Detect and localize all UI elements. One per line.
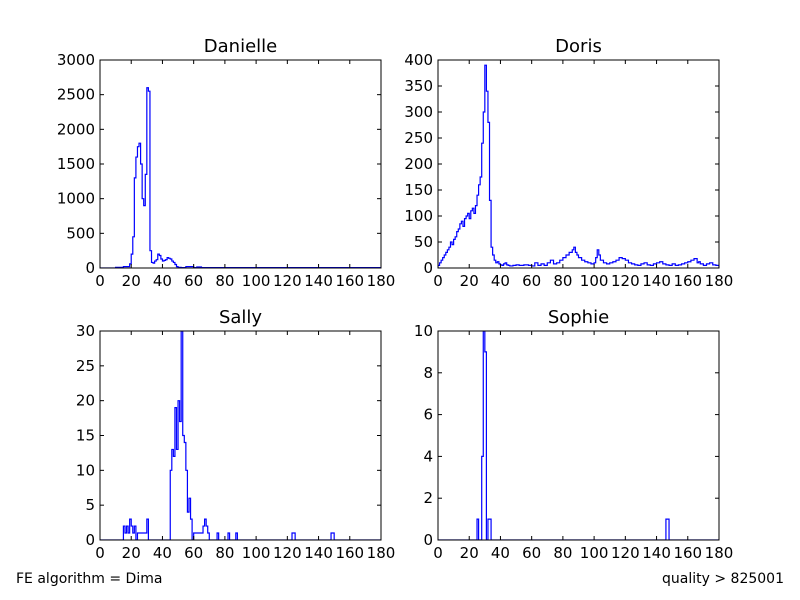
y-tick-label: 200 (404, 155, 433, 173)
panel-title: Danielle (204, 36, 277, 57)
y-tick-label: 15 (76, 427, 95, 445)
x-tick-label: 60 (184, 544, 203, 562)
y-tick-label: 30 (76, 322, 95, 340)
x-tick-label: 0 (433, 272, 443, 290)
x-tick-label: 100 (580, 544, 609, 562)
x-tick-label: 120 (273, 544, 302, 562)
x-tick-label: 180 (705, 544, 734, 562)
x-tick-label: 120 (611, 544, 640, 562)
x-tick-label: 80 (215, 272, 234, 290)
histogram-line (100, 331, 381, 540)
y-tick-label: 150 (404, 181, 433, 199)
y-tick-label: 0 (85, 531, 95, 549)
panel-sophie: 0 20 40 60 80 100 120 140 160 180 0 2 4 6 8 10 Sophie (414, 307, 733, 562)
x-tick-label: 40 (491, 544, 510, 562)
y-tick-label: 0 (85, 259, 95, 277)
x-tick-label: 60 (184, 272, 203, 290)
y-tick-label: 100 (404, 207, 433, 225)
y-tick-label: 5 (85, 496, 95, 514)
x-tick-label: 160 (673, 544, 702, 562)
y-tick-label: 3000 (57, 51, 95, 69)
y-tick-label: 0 (423, 259, 433, 277)
y-tick-label: 2500 (57, 86, 95, 104)
panel-title: Sophie (548, 307, 609, 328)
axes-frame (437, 330, 720, 541)
y-tick-label: 8 (423, 364, 433, 382)
panel-title: Sally (219, 307, 262, 328)
x-tick-label: 140 (642, 272, 671, 290)
y-tick-label: 1500 (57, 155, 95, 173)
y-tick-label: 0 (423, 531, 433, 549)
x-tick-label: 100 (242, 272, 271, 290)
quality-caption: quality > 825001 (662, 571, 784, 587)
x-tick-label: 160 (673, 272, 702, 290)
y-tick-label: 25 (76, 357, 95, 375)
x-tick-label: 20 (122, 272, 141, 290)
x-tick-label: 80 (553, 272, 572, 290)
x-tick-label: 140 (304, 544, 333, 562)
algorithm-caption: FE algorithm = Dima (16, 571, 163, 587)
x-tick-label: 160 (335, 272, 364, 290)
y-tick-label: 400 (404, 51, 433, 69)
x-tick-label: 180 (705, 272, 734, 290)
panel-sally: 0 20 40 60 80 100 120 140 160 180 0 5 10 15 20 25 30 Sall… (76, 307, 395, 562)
histogram-line (438, 331, 719, 540)
y-tick-label: 1000 (57, 190, 95, 208)
x-tick-label: 0 (433, 544, 443, 562)
x-tick-label: 60 (522, 544, 541, 562)
y-tick-label: 2000 (57, 120, 95, 138)
x-tick-label: 0 (95, 272, 105, 290)
panel-doris: 0 20 40 60 80 100 120 140 160 1800501001502002503… (404, 36, 733, 290)
x-tick-label: 160 (335, 544, 364, 562)
panel-title: Doris (555, 36, 602, 57)
histogram-line (438, 64, 719, 268)
histogram-line (100, 87, 381, 268)
x-tick-label: 140 (304, 272, 333, 290)
y-tick-label: 300 (404, 103, 433, 121)
y-tick-label: 4 (423, 447, 433, 465)
y-tick-label: 20 (76, 392, 95, 410)
y-tick-label: 10 (76, 461, 95, 479)
x-tick-label: 80 (553, 544, 572, 562)
y-tick-label: 6 (423, 406, 433, 424)
x-tick-label: 40 (491, 272, 510, 290)
y-tick-label: 250 (404, 129, 433, 147)
x-tick-label: 60 (522, 272, 541, 290)
axes-frame (99, 330, 382, 541)
x-tick-label: 120 (273, 272, 302, 290)
x-tick-label: 100 (242, 544, 271, 562)
x-tick-label: 100 (580, 272, 609, 290)
axes-frame (437, 59, 720, 269)
x-tick-label: 40 (153, 272, 172, 290)
x-tick-label: 20 (122, 544, 141, 562)
y-tick-label: 350 (404, 77, 433, 95)
x-tick-label: 20 (460, 272, 479, 290)
x-tick-label: 40 (153, 544, 172, 562)
x-tick-label: 80 (215, 544, 234, 562)
x-tick-label: 180 (367, 272, 396, 290)
panel-danielle: 0 20 40 60 80 100 120 140 160 180 0 500 1000 1500 2000… (57, 36, 396, 290)
x-tick-label: 0 (95, 544, 105, 562)
x-tick-label: 180 (367, 544, 396, 562)
y-tick-label: 500 (66, 224, 95, 242)
y-tick-label: 50 (414, 233, 433, 251)
x-tick-label: 20 (460, 544, 479, 562)
y-tick-label: 2 (423, 489, 433, 507)
x-tick-label: 140 (642, 544, 671, 562)
x-tick-label: 120 (611, 272, 640, 290)
y-tick-label: 10 (414, 322, 433, 340)
